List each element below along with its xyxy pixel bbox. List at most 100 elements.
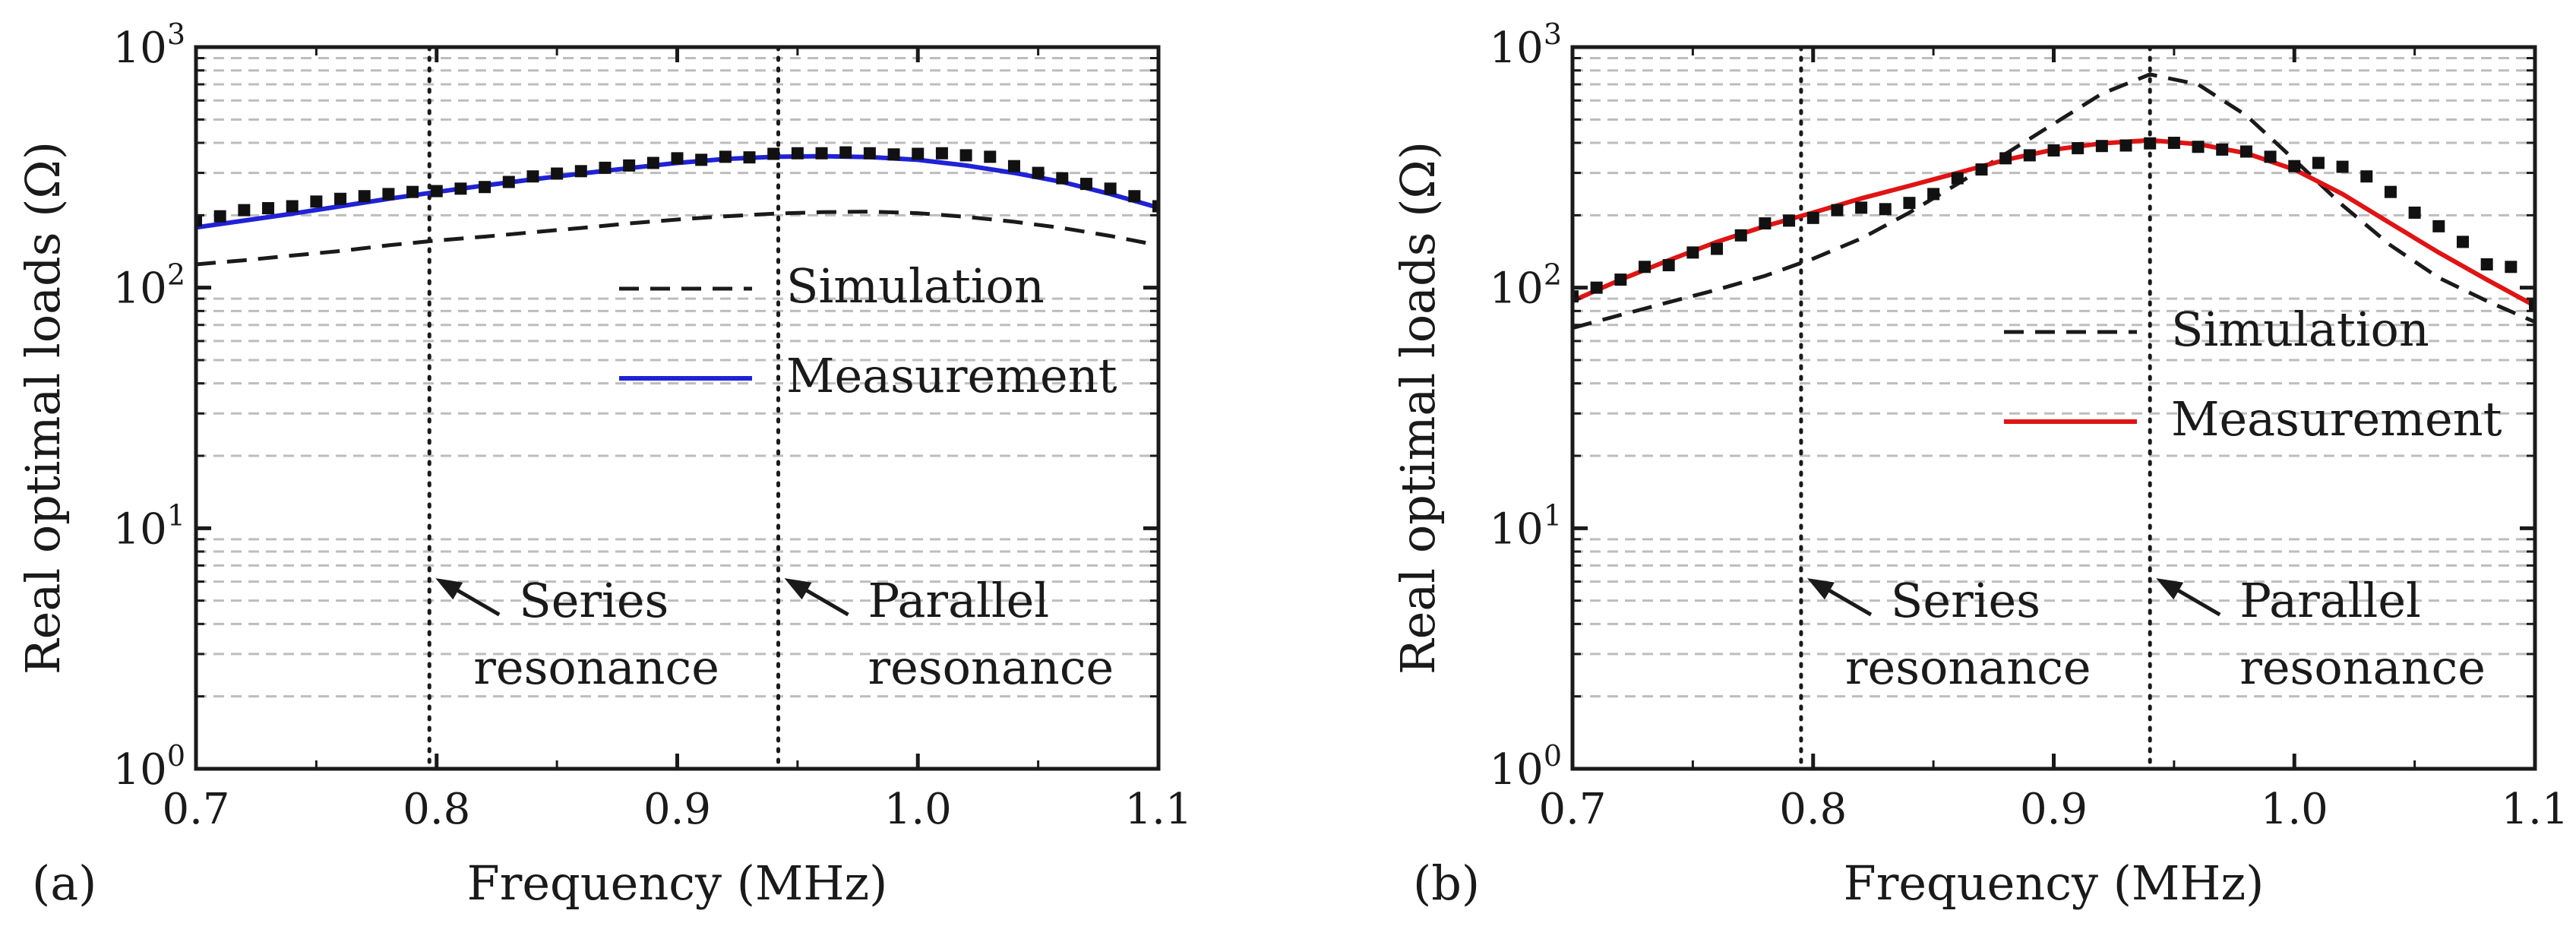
annotation-line-1: Series xyxy=(1891,573,2040,628)
data-marker xyxy=(2432,220,2445,232)
annotation-line-2: resonance xyxy=(2239,640,2486,695)
data-marker xyxy=(551,167,564,180)
annotation-series-resonance: Series resonance xyxy=(435,573,719,695)
data-marker xyxy=(2239,145,2252,158)
y-axis-title: Real optimal loads (Ω) xyxy=(1390,141,1446,675)
x-tick-label: 0.9 xyxy=(2020,785,2088,834)
y-tick-label: 103 xyxy=(113,17,185,73)
y-tick-label: 101 xyxy=(113,498,185,554)
data-marker xyxy=(1879,203,1892,216)
data-marker xyxy=(1831,204,1844,217)
data-marker xyxy=(1903,197,1916,210)
data-marker xyxy=(1104,182,1117,195)
annotation-line-1: Parallel xyxy=(868,573,1050,628)
data-marker xyxy=(2336,160,2349,173)
annotation-arrow xyxy=(2171,585,2221,617)
data-marker xyxy=(2505,261,2518,273)
data-marker xyxy=(1662,259,1675,272)
data-marker xyxy=(984,150,997,163)
data-marker xyxy=(1759,217,1772,230)
data-marker xyxy=(1734,229,1747,242)
data-marker xyxy=(406,185,419,198)
data-marker xyxy=(2384,185,2397,198)
data-marker xyxy=(2072,142,2085,155)
legend-label-simulation: Simulation xyxy=(2171,302,2429,357)
grid-lines xyxy=(196,56,1158,698)
series-line-simulation xyxy=(196,210,1158,267)
data-marker xyxy=(1079,178,1092,191)
annotation-line-1: Series xyxy=(519,573,668,628)
data-marker xyxy=(646,156,659,169)
data-marker xyxy=(743,151,756,164)
data-marker xyxy=(599,161,612,174)
data-marker xyxy=(2095,140,2108,153)
y-axis-title: Real optimal loads (Ω) xyxy=(15,141,71,675)
data-marker xyxy=(502,175,515,188)
x-tick-label: 1.1 xyxy=(1124,785,1192,834)
data-marker xyxy=(1007,160,1020,172)
data-marker xyxy=(767,147,780,160)
legend-label-measurement: Measurement xyxy=(2171,391,2502,447)
data-marker xyxy=(2119,139,2132,152)
data-marker xyxy=(671,152,684,165)
data-marker xyxy=(2023,149,2036,162)
data-marker xyxy=(1783,214,1796,227)
data-marker xyxy=(574,165,587,178)
x-axis-title: Frequency (MHz) xyxy=(1844,855,2265,911)
data-marker xyxy=(935,147,948,160)
arrow-head xyxy=(784,578,812,600)
data-marker xyxy=(1152,200,1158,213)
data-marker xyxy=(1128,190,1141,203)
data-marker xyxy=(2264,150,2277,163)
data-marker xyxy=(454,182,467,195)
data-marker xyxy=(1572,290,1579,303)
x-tick-label: 1.0 xyxy=(884,785,952,834)
y-tick-label: 102 xyxy=(1490,258,1562,314)
data-marker xyxy=(959,149,972,162)
data-marker xyxy=(1975,163,1988,176)
data-marker xyxy=(2288,160,2301,172)
legend: Simulation Measurement xyxy=(619,258,1117,403)
y-tick-label: 101 xyxy=(1490,498,1562,554)
x-tick-label: 0.8 xyxy=(403,785,470,834)
data-marker xyxy=(1032,166,1045,179)
data-marker xyxy=(2408,206,2421,219)
data-marker xyxy=(2312,156,2325,169)
panel-label: (a) xyxy=(32,855,96,911)
annotation-arrow xyxy=(450,585,501,617)
annotation-line-2: resonance xyxy=(868,640,1114,695)
data-marker xyxy=(2167,137,2180,150)
annotation-series-resonance: Series resonance xyxy=(1806,573,2091,695)
series-line-measurement xyxy=(1572,138,2535,308)
arrow-head xyxy=(1806,578,1835,600)
data-marker xyxy=(2216,143,2229,156)
data-marker xyxy=(2529,299,2535,311)
data-marker xyxy=(1590,281,1603,294)
legend: Simulation Measurement xyxy=(2004,302,2502,447)
data-marker xyxy=(526,170,539,183)
data-marker xyxy=(358,190,371,203)
arrow-head xyxy=(435,578,463,600)
y-tick-label: 102 xyxy=(113,258,185,314)
x-tick-label: 0.9 xyxy=(643,785,711,834)
panel-label: (b) xyxy=(1413,855,1480,911)
series-line-simulation xyxy=(1572,72,2535,330)
data-marker xyxy=(2192,141,2205,153)
annotation-line-1: Parallel xyxy=(2239,573,2421,628)
marker-group xyxy=(196,146,1158,227)
data-marker xyxy=(430,185,443,198)
data-marker xyxy=(310,195,323,208)
data-marker xyxy=(839,146,852,159)
annotation-arrow xyxy=(800,585,849,617)
data-marker xyxy=(1639,261,1651,273)
data-marker xyxy=(2144,137,2157,150)
annotation-parallel-resonance: Parallel resonance xyxy=(2156,573,2486,695)
chart-panel-a: 0.7 0.8 0.9 1.0 1.1 100 101 102 103 Frequency (MH… xyxy=(15,17,1193,911)
data-marker xyxy=(815,147,828,160)
data-marker xyxy=(2360,170,2373,183)
data-marker xyxy=(2480,258,2493,270)
data-marker xyxy=(1686,246,1699,259)
annotation-parallel-resonance: Parallel resonance xyxy=(784,573,1114,695)
data-marker xyxy=(695,153,708,166)
